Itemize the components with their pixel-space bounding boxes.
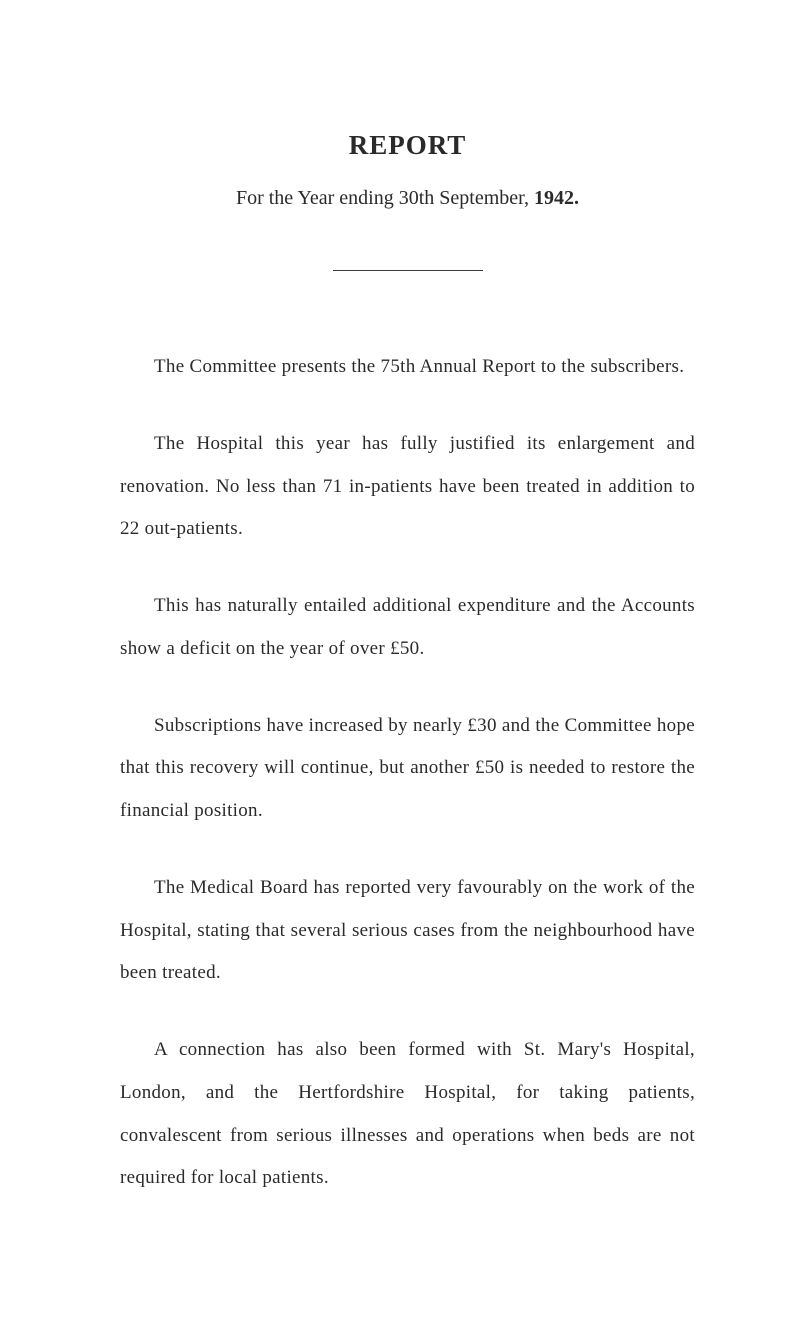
paragraph-5: The Medical Board has reported very favo… — [120, 867, 695, 995]
report-title: REPORT — [120, 130, 695, 161]
paragraph-2: The Hospital this year has fully justifi… — [120, 423, 695, 551]
paragraph-3: This has naturally entailed additional e… — [120, 585, 695, 671]
report-subtitle: For the Year ending 30th September, 1942… — [120, 187, 695, 210]
horizontal-rule-wrap — [120, 258, 695, 276]
document-page: REPORT For the Year ending 30th Septembe… — [0, 0, 800, 1320]
paragraph-1: The Committee presents the 75th Annual R… — [120, 346, 695, 389]
subtitle-prefix: For the Year ending 30th September, — [236, 187, 534, 209]
horizontal-rule — [333, 270, 483, 271]
subtitle-year: 1942. — [534, 187, 579, 209]
paragraph-6: A connection has also been formed with S… — [120, 1029, 695, 1200]
paragraph-4: Subscriptions have increased by nearly £… — [120, 705, 695, 833]
